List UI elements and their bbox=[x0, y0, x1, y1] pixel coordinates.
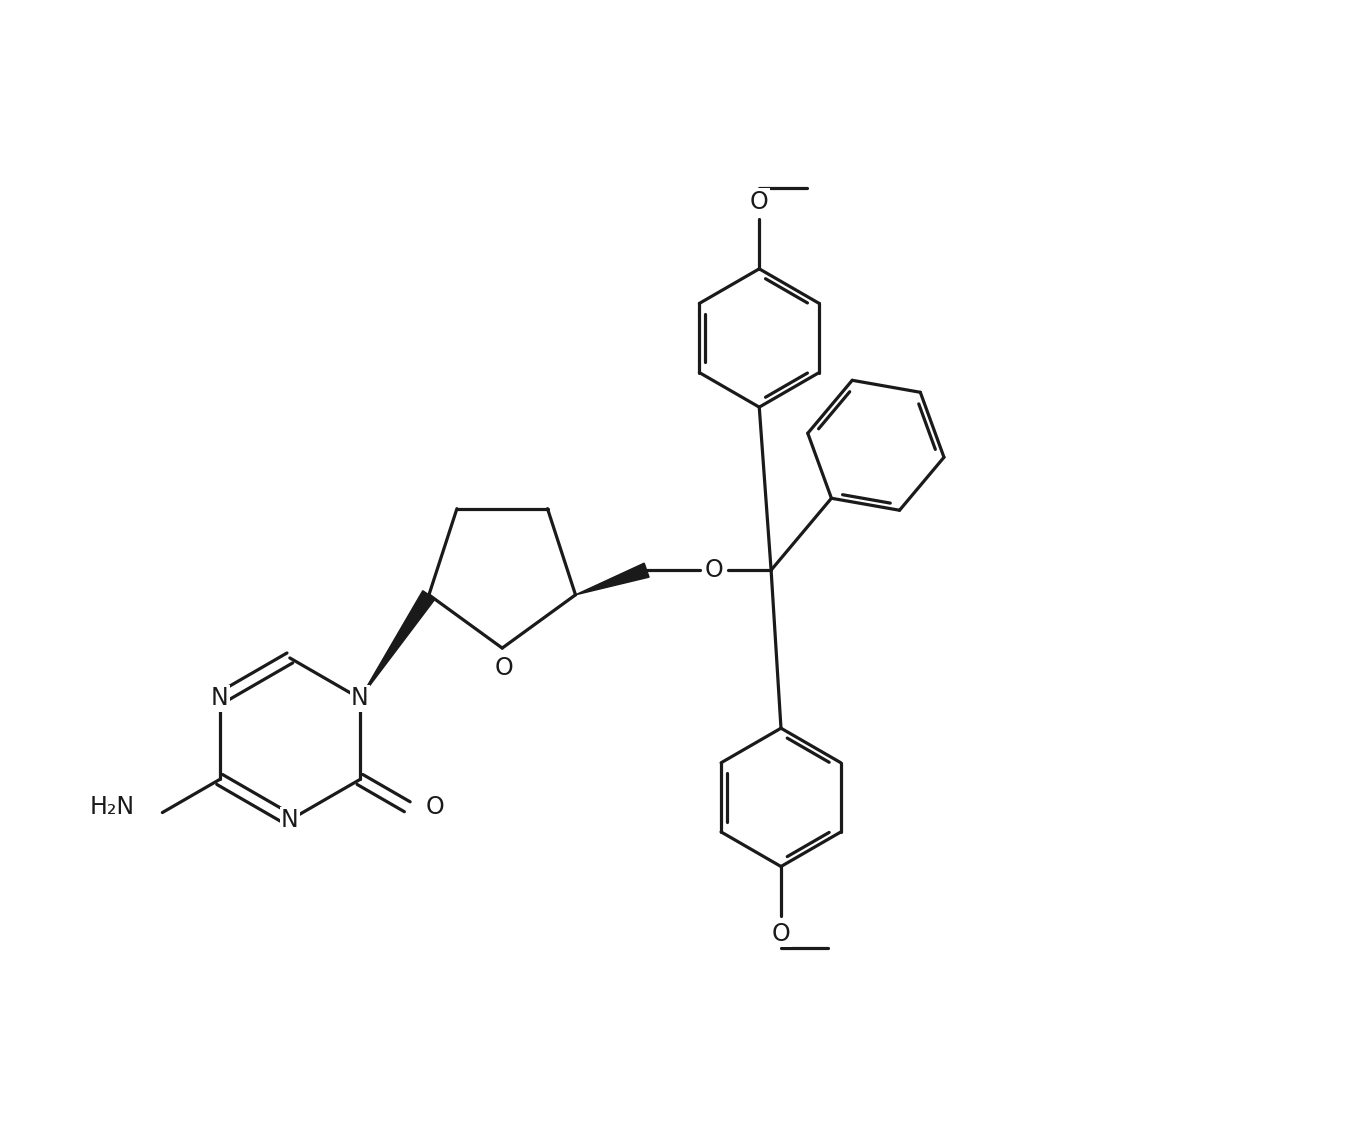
Text: N: N bbox=[210, 686, 228, 711]
Text: O: O bbox=[705, 558, 723, 582]
Text: H₂N: H₂N bbox=[90, 794, 135, 818]
Polygon shape bbox=[575, 563, 649, 595]
Polygon shape bbox=[361, 590, 436, 698]
Text: O: O bbox=[494, 656, 514, 680]
Text: O: O bbox=[426, 795, 444, 818]
Text: N: N bbox=[351, 686, 369, 711]
Text: O: O bbox=[772, 921, 791, 945]
Text: N: N bbox=[281, 808, 299, 832]
Text: O: O bbox=[750, 189, 769, 213]
